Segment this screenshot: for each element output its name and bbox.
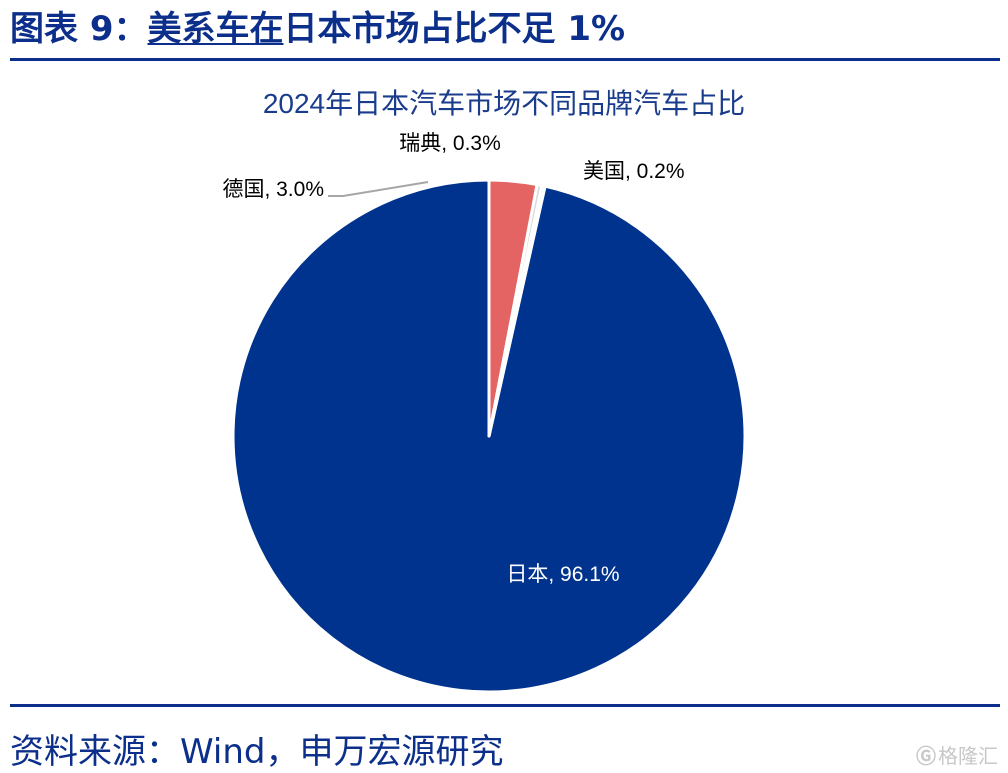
g-logo-icon: Ⓖ <box>916 744 936 768</box>
chart-title: 2024年日本汽车市场不同品牌汽车占比 <box>262 88 746 119</box>
pie-chart: 日本, 96.1% 德国, 3.0% 瑞典, 0.3% 美国, 0.2% <box>222 132 747 694</box>
data-label-1: 日本, 96.1% <box>506 563 619 586</box>
leader-line <box>328 181 429 197</box>
data-label-3: 瑞典, 0.3% <box>399 132 501 155</box>
figure-title-underlined: 美系车在 <box>147 9 284 49</box>
data-label-2: 德国, 3.0% <box>222 178 324 201</box>
pie-slice-4 <box>487 184 547 438</box>
figure-title: 图表 9：美系车在日本市场占比不足 1% <box>10 6 625 52</box>
source-note: 资料来源：Wind，申万宏源研究 <box>10 732 504 772</box>
watermark-text: 格隆汇 <box>938 744 998 768</box>
data-label-4: 美国, 0.2% <box>583 160 685 183</box>
top-rule <box>10 58 1000 61</box>
figure-title-rest: 日本市场占比不足 1% <box>283 9 626 49</box>
watermark: Ⓖ 格隆汇 <box>916 740 998 769</box>
figure-label: 图表 9： <box>10 9 148 49</box>
bottom-rule <box>10 704 1000 707</box>
